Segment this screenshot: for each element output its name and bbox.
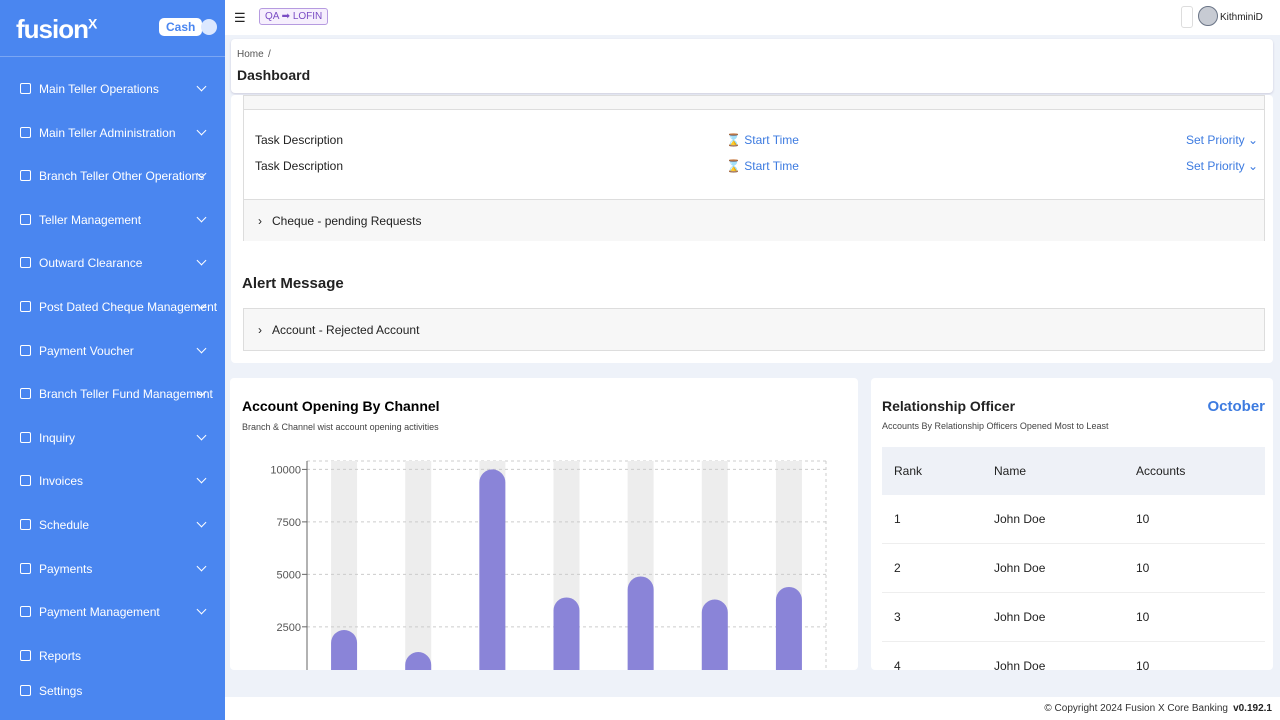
menu-link[interactable]: Settings — [20, 684, 82, 698]
bar — [775, 586, 802, 670]
month[interactable]: October — [1207, 398, 1265, 415]
table-cell: 10 — [1136, 610, 1150, 624]
user-name[interactable]: KithminiD — [1220, 12, 1263, 23]
cheque-panel[interactable]: › Cheque - pending Requests — [244, 199, 1264, 241]
mode-badge[interactable]: Cash — [159, 18, 203, 36]
page-title: Dashboard — [237, 67, 311, 83]
row-divider — [882, 641, 1265, 642]
sidebar: fusionX Cash Main Teller Operations Main … — [0, 0, 225, 720]
menu-chevron — [196, 255, 207, 266]
menu-item[interactable]: Invoices — [20, 474, 83, 488]
menu-chevron — [196, 343, 207, 354]
footer: © Copyright 2024 Fusion X Core Banking v… — [225, 697, 1280, 720]
chart: Account Opening By Channel Branch & Chan… — [242, 398, 827, 670]
officer-subtitle: Accounts By Relationship Officers Opened… — [882, 421, 1109, 431]
menu-item[interactable]: Teller Management — [20, 213, 141, 227]
officer-title: Relationship Officer — [882, 398, 1016, 414]
task-description: Task Description — [255, 133, 344, 147]
column-header: Name — [994, 464, 1027, 478]
notice[interactable] — [1181, 6, 1193, 28]
alert-panel[interactable]: › Account - Rejected Account — [243, 308, 1265, 351]
breadcrumb-card: Home / Dashboard — [231, 39, 1273, 93]
bar — [405, 652, 432, 670]
divider — [0, 56, 225, 57]
toggle[interactable] — [201, 19, 217, 35]
brand-mark: X — [88, 15, 97, 32]
table-cell: 10 — [1136, 659, 1150, 670]
menu-chevron — [196, 81, 207, 92]
menu-item[interactable]: Branch Teller Other Operations — [20, 169, 204, 183]
task-strip — [244, 96, 1264, 110]
table-cell: John Doe — [994, 659, 1046, 670]
brand-name: fusion — [16, 14, 89, 44]
menu-item[interactable]: Main Teller Administration — [20, 126, 176, 140]
table-cell: 3 — [894, 610, 901, 624]
table-cell: John Doe — [994, 561, 1046, 575]
table-header — [882, 447, 1265, 495]
tasks-card: › Cheque - pending Requests Alert Messag… — [231, 95, 1273, 363]
chart-card: Account Opening By Channel Branch & Chan… — [230, 378, 858, 670]
menu-item[interactable]: Payments — [20, 562, 92, 576]
copyright: © Copyright 2024 Fusion X Core Banking — [1044, 703, 1228, 714]
officer-card: Relationship Officer Accounts By Relatio… — [871, 378, 1273, 670]
y-tick-label: 10000 — [270, 464, 301, 476]
menu-link[interactable]: Reports — [20, 649, 81, 663]
breadcrumb-sep: / — [268, 49, 271, 60]
column-header: Accounts — [1136, 464, 1186, 478]
bar — [701, 599, 728, 670]
env-badge: QA ➡ LOFIN — [259, 8, 329, 25]
table-cell: John Doe — [994, 512, 1046, 526]
menu-chevron — [196, 430, 207, 441]
column-header: Rank — [894, 464, 923, 478]
task-time[interactable]: ⌛ Start Time — [726, 133, 799, 147]
avatar[interactable] — [1198, 6, 1218, 26]
menu-item[interactable]: Main Teller Operations — [20, 82, 159, 96]
menu-item[interactable]: Payment Voucher — [20, 344, 134, 358]
menu-item[interactable]: Post Dated Cheque Management — [20, 300, 217, 314]
y-tick-label: 2500 — [277, 622, 301, 634]
row-divider — [882, 543, 1265, 544]
menu-chevron — [196, 125, 207, 136]
menu-item[interactable]: Payment Management — [20, 605, 160, 619]
bar-track — [405, 461, 432, 670]
y-tick-label: 7500 — [277, 517, 301, 529]
alert-item: Account - Rejected Account — [272, 323, 420, 337]
menu-chevron — [196, 561, 207, 572]
menu-item[interactable]: Branch Teller Fund Management — [20, 387, 213, 401]
version: v0.192.1 — [1233, 703, 1272, 714]
table-cell: John Doe — [994, 610, 1046, 624]
alert-title: Alert Message — [242, 275, 344, 292]
table-cell: 4 — [894, 659, 901, 670]
task-time[interactable]: ⌛ Start Time — [726, 159, 799, 173]
task-description: Task Description — [255, 159, 344, 173]
bar — [627, 576, 654, 670]
table-cell: 1 — [894, 512, 901, 526]
table-cell: 10 — [1136, 561, 1150, 575]
brand: fusionX — [16, 14, 97, 45]
menu-chevron — [196, 212, 207, 223]
menu-chevron — [196, 604, 207, 615]
task-box: › Cheque - pending Requests — [243, 95, 1265, 241]
chart-subtitle: Branch & Channel wist account opening ac… — [242, 422, 439, 432]
menu-item[interactable]: Outward Clearance — [20, 256, 142, 270]
task-priority[interactable]: Set Priority ⌄ — [1186, 159, 1259, 173]
breadcrumb-home[interactable]: Home — [237, 49, 264, 60]
topbar: ☰ QA ➡ LOFIN KithminiD — [225, 0, 1280, 35]
menu-item[interactable]: Inquiry — [20, 431, 75, 445]
table-cell: 10 — [1136, 512, 1150, 526]
menu-chevron — [196, 517, 207, 528]
row-divider — [882, 592, 1265, 593]
menu-toggle[interactable]: ☰ — [234, 10, 246, 25]
bar — [479, 469, 506, 670]
y-tick-label: 5000 — [277, 569, 301, 581]
cheque-label: Cheque - pending Requests — [272, 214, 422, 228]
menu-chevron — [196, 473, 207, 484]
bar — [331, 629, 358, 670]
table-cell: 2 — [894, 561, 901, 575]
menu-item[interactable]: Schedule — [20, 518, 89, 532]
chart-title: Account Opening By Channel — [242, 398, 440, 414]
bar — [553, 597, 580, 670]
task-priority[interactable]: Set Priority ⌄ — [1186, 133, 1259, 147]
